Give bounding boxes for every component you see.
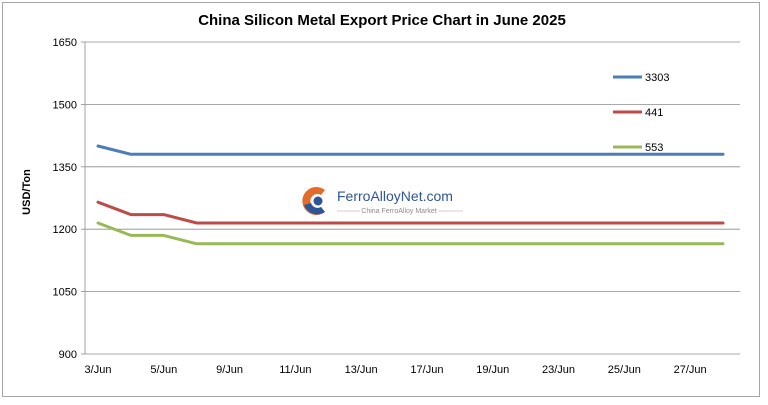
- x-tick-label: 11/Jun: [279, 364, 311, 376]
- x-axis-ticks: 3/Jun 5/Jun 9/Jun 11/Jun 13/Jun 17/Jun 19/Jun 2…: [85, 364, 707, 376]
- watermark-tagline: China FerroAlloy Market: [361, 208, 437, 215]
- gridlines: [85, 41, 740, 293]
- x-tick-label: 9/Jun: [216, 364, 243, 376]
- y-tick-label: 900: [59, 349, 77, 361]
- x-tick-label: 25/Jun: [608, 364, 641, 376]
- x-tick-label: 23/Jun: [542, 364, 575, 376]
- axes: [84, 42, 740, 355]
- x-tick-label: 5/Jun: [150, 364, 177, 376]
- y-axis-title: USD/Ton: [21, 169, 33, 215]
- y-tick-label: 1500: [53, 99, 77, 111]
- series-lines: [96, 144, 725, 246]
- series-line-3303: [96, 144, 725, 156]
- y-tick-label: 1650: [53, 37, 77, 49]
- y-axis-ticks: 900 1050 1200 1350 1500 1650: [53, 37, 85, 361]
- chart-frame: [2, 2, 760, 397]
- x-tick-label: 27/Jun: [674, 364, 707, 376]
- x-tick-label: 19/Jun: [476, 364, 509, 376]
- ferroalloynet-logo: [302, 187, 325, 215]
- y-tick-label: 1050: [53, 287, 77, 299]
- series-line-441: [96, 200, 725, 225]
- watermark: FerroAlloyNet.com China FerroAlloy Marke…: [302, 187, 463, 215]
- chart-title: China Silicon Metal Export Price Chart i…: [198, 12, 566, 29]
- legend: 3303 441 553: [613, 72, 669, 154]
- x-tick-label: 13/Jun: [345, 364, 378, 376]
- x-tick-label: 3/Jun: [85, 364, 112, 376]
- series-line-553: [96, 221, 725, 246]
- x-tick-label: 17/Jun: [410, 364, 443, 376]
- legend-label-553: 553: [645, 142, 663, 154]
- legend-label-441: 441: [645, 107, 663, 119]
- y-tick-label: 1200: [53, 224, 77, 236]
- watermark-brand: FerroAlloyNet.com: [337, 188, 453, 204]
- y-tick-label: 1350: [53, 162, 77, 174]
- legend-label-3303: 3303: [645, 72, 669, 84]
